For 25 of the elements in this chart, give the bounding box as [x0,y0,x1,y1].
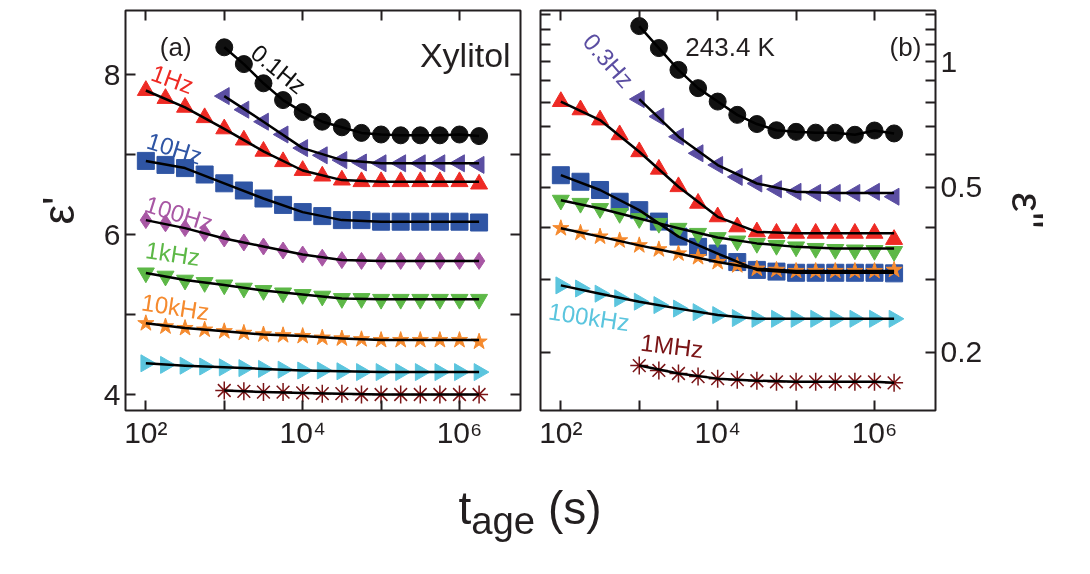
text: 1MHz [639,328,705,364]
x-tick-label: 10² [124,415,168,449]
annotation: (b) [889,31,922,62]
x-tick-label: 10⁴ [694,415,741,449]
y-axis-title: ε' [33,196,83,225]
y-tick-label: 6 [103,217,121,251]
x-tick-label: 10² [539,415,583,449]
annotation: 243.4 K [685,31,776,62]
annotation: Xylitol [419,35,511,74]
annotation: (a) [159,31,192,62]
y-tick-label: 1 [940,44,958,78]
text: 1kHz [143,236,202,272]
x-axis-title: t$_{age}$ (s) [457,482,603,543]
y-tick-label: 0.2 [940,335,983,369]
y-tick-label: 0.5 [940,170,983,204]
text: 10kHz [139,288,212,326]
y-tick-label: 4 [103,377,121,411]
x-tick-label: 10⁶ [436,415,483,449]
text: 100Hz [141,190,217,237]
y-axis-title: ε'' [1003,192,1053,229]
x-tick-label: 10⁶ [851,415,898,449]
text: 100kHz [546,297,632,337]
x-tick-label: 10⁴ [279,415,326,449]
text: 10Hz [143,127,206,170]
y-tick-label: 8 [103,57,121,91]
